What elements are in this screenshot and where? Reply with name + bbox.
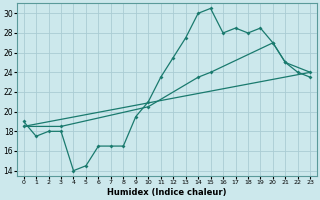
X-axis label: Humidex (Indice chaleur): Humidex (Indice chaleur) bbox=[107, 188, 227, 197]
